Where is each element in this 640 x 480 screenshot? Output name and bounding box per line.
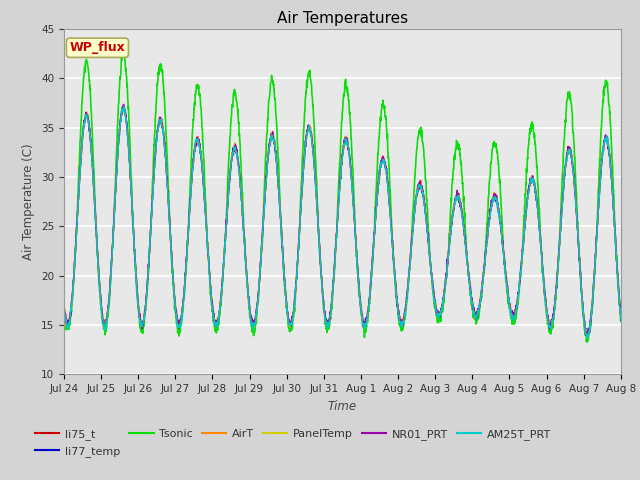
- X-axis label: Time: Time: [328, 400, 357, 413]
- Legend: li75_t, li77_temp, Tsonic, AirT, PanelTemp, NR01_PRT, AM25T_PRT: li75_t, li77_temp, Tsonic, AirT, PanelTe…: [31, 425, 556, 461]
- Y-axis label: Air Temperature (C): Air Temperature (C): [22, 144, 35, 260]
- Title: Air Temperatures: Air Temperatures: [277, 11, 408, 26]
- Text: WP_flux: WP_flux: [70, 41, 125, 54]
